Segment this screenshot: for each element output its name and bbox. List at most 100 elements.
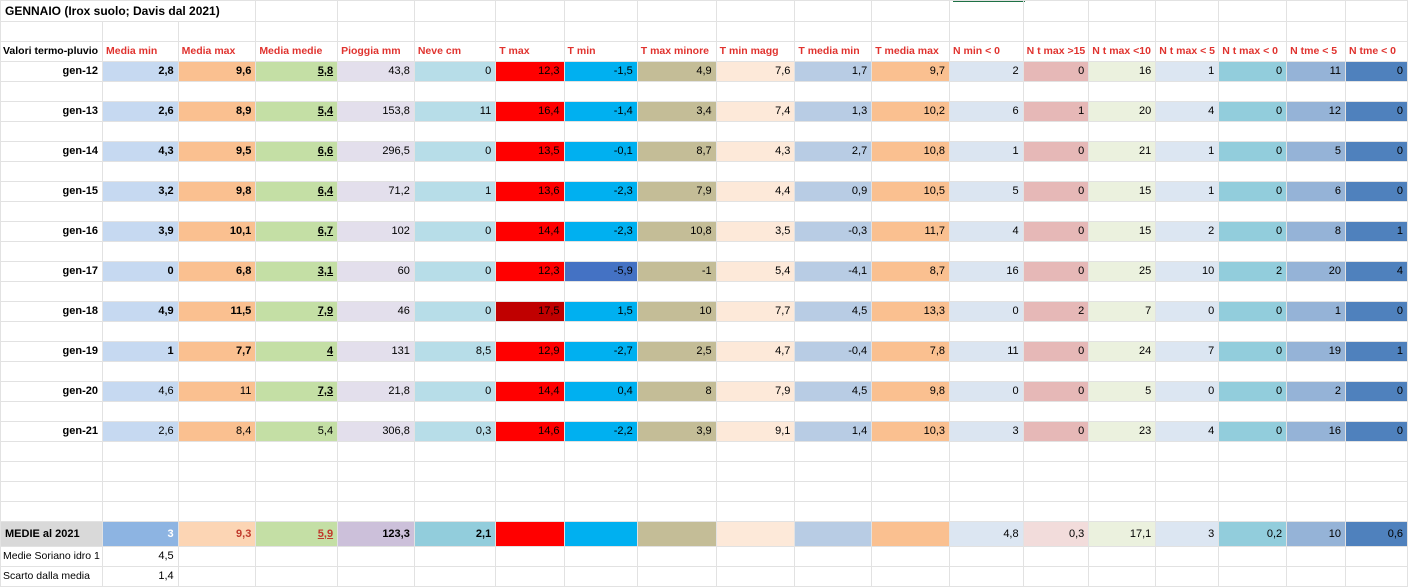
- empty-cell[interactable]: [0, 401, 103, 422]
- empty-cell[interactable]: [563, 321, 638, 342]
- data-cell[interactable]: 1: [949, 141, 1024, 162]
- empty-cell[interactable]: [1345, 441, 1408, 462]
- empty-cell[interactable]: [949, 201, 1024, 222]
- empty-cell[interactable]: [715, 481, 796, 502]
- empty-cell[interactable]: [1155, 401, 1220, 422]
- empty-cell[interactable]: [563, 401, 638, 422]
- empty-cell[interactable]: [101, 241, 179, 262]
- empty-cell[interactable]: [1218, 21, 1288, 42]
- data-cell[interactable]: 3,1: [255, 261, 339, 282]
- empty-cell[interactable]: [101, 81, 179, 102]
- empty-cell[interactable]: [871, 566, 951, 587]
- empty-cell[interactable]: [1345, 0, 1408, 22]
- empty-cell[interactable]: [101, 321, 179, 342]
- empty-cell[interactable]: [177, 21, 257, 42]
- data-cell[interactable]: 15: [1088, 181, 1157, 202]
- column-header[interactable]: N t max >15: [1022, 41, 1090, 62]
- data-cell[interactable]: 12,9: [495, 341, 565, 362]
- empty-cell[interactable]: [101, 481, 179, 502]
- empty-cell[interactable]: [337, 241, 415, 262]
- empty-cell[interactable]: [949, 566, 1024, 587]
- empty-cell[interactable]: [636, 121, 717, 142]
- empty-cell[interactable]: [1218, 501, 1288, 522]
- empty-cell[interactable]: [413, 0, 497, 22]
- data-cell[interactable]: 9,6: [177, 61, 257, 82]
- data-cell[interactable]: 15: [1088, 221, 1157, 242]
- empty-cell[interactable]: [1088, 241, 1157, 262]
- empty-cell[interactable]: [871, 401, 951, 422]
- empty-cell[interactable]: [794, 121, 873, 142]
- footer-value[interactable]: 1,4: [101, 566, 179, 587]
- data-cell[interactable]: 7: [1155, 341, 1220, 362]
- data-cell[interactable]: -2,2: [563, 421, 638, 442]
- empty-cell[interactable]: [101, 121, 179, 142]
- data-cell[interactable]: 2: [1286, 381, 1347, 402]
- data-cell[interactable]: 0: [1345, 61, 1408, 82]
- medie-label[interactable]: MEDIE al 2021: [0, 521, 103, 547]
- empty-cell[interactable]: [495, 241, 565, 262]
- data-cell[interactable]: 4,5: [794, 301, 873, 322]
- empty-cell[interactable]: [715, 501, 796, 522]
- data-cell[interactable]: 9,5: [177, 141, 257, 162]
- empty-cell[interactable]: [871, 441, 951, 462]
- empty-cell[interactable]: [1022, 281, 1090, 302]
- data-cell[interactable]: 5,4: [255, 101, 339, 122]
- empty-cell[interactable]: [563, 201, 638, 222]
- empty-cell[interactable]: [495, 441, 565, 462]
- empty-cell[interactable]: [715, 81, 796, 102]
- empty-cell[interactable]: [0, 281, 103, 302]
- footer-label[interactable]: Medie Soriano idro 1: [0, 546, 103, 567]
- empty-cell[interactable]: [495, 201, 565, 222]
- data-cell[interactable]: 0: [1345, 301, 1408, 322]
- data-cell[interactable]: 1: [1155, 61, 1220, 82]
- empty-cell[interactable]: [1218, 241, 1288, 262]
- data-cell[interactable]: 0: [1345, 381, 1408, 402]
- empty-cell[interactable]: [1022, 361, 1090, 382]
- empty-cell[interactable]: [1286, 281, 1347, 302]
- empty-cell[interactable]: [794, 321, 873, 342]
- data-cell[interactable]: 6: [949, 101, 1024, 122]
- row-label[interactable]: gen-19: [0, 341, 103, 362]
- empty-cell[interactable]: [255, 566, 339, 587]
- empty-cell[interactable]: [1286, 461, 1347, 482]
- empty-cell[interactable]: [413, 566, 497, 587]
- data-cell[interactable]: 21,8: [337, 381, 415, 402]
- empty-cell[interactable]: [1286, 501, 1347, 522]
- empty-cell[interactable]: [1218, 81, 1288, 102]
- data-cell[interactable]: -0,3: [794, 221, 873, 242]
- medie-cell[interactable]: [715, 521, 796, 547]
- empty-cell[interactable]: [0, 361, 103, 382]
- empty-cell[interactable]: [1155, 566, 1220, 587]
- empty-cell[interactable]: [1022, 241, 1090, 262]
- empty-cell[interactable]: [1286, 481, 1347, 502]
- empty-cell[interactable]: [794, 461, 873, 482]
- empty-cell[interactable]: [337, 441, 415, 462]
- row-label[interactable]: gen-18: [0, 301, 103, 322]
- data-cell[interactable]: 0: [1218, 341, 1288, 362]
- empty-cell[interactable]: [1022, 441, 1090, 462]
- empty-cell[interactable]: [1155, 161, 1220, 182]
- empty-cell[interactable]: [1022, 21, 1090, 42]
- data-cell[interactable]: 0: [413, 301, 497, 322]
- empty-cell[interactable]: [1345, 501, 1408, 522]
- empty-cell[interactable]: [1088, 401, 1157, 422]
- empty-cell[interactable]: [255, 546, 339, 567]
- data-cell[interactable]: -1,5: [563, 61, 638, 82]
- empty-cell[interactable]: [177, 281, 257, 302]
- empty-cell[interactable]: [1022, 461, 1090, 482]
- empty-cell[interactable]: [337, 401, 415, 422]
- empty-cell[interactable]: [563, 361, 638, 382]
- data-cell[interactable]: 13,6: [495, 181, 565, 202]
- empty-cell[interactable]: [715, 441, 796, 462]
- data-cell[interactable]: 0: [413, 141, 497, 162]
- empty-cell[interactable]: [794, 361, 873, 382]
- empty-cell[interactable]: [101, 501, 179, 522]
- empty-cell[interactable]: [255, 0, 339, 22]
- empty-cell[interactable]: [1022, 501, 1090, 522]
- data-cell[interactable]: 7,9: [636, 181, 717, 202]
- empty-cell[interactable]: [1088, 546, 1157, 567]
- medie-cell[interactable]: 4,8: [949, 521, 1024, 547]
- empty-cell[interactable]: [1218, 441, 1288, 462]
- empty-cell[interactable]: [337, 361, 415, 382]
- data-cell[interactable]: 153,8: [337, 101, 415, 122]
